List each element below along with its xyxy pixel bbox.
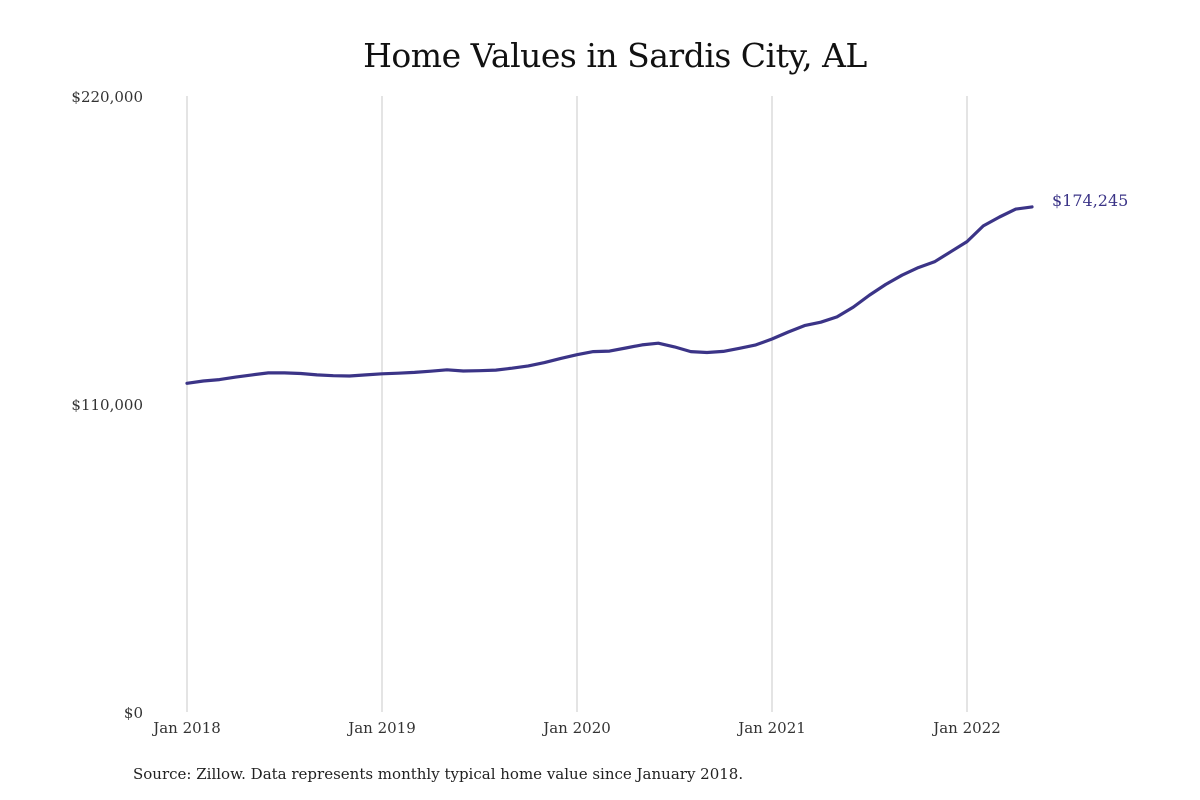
- chart-source-note: Source: Zillow. Data represents monthly …: [133, 765, 744, 783]
- grid-layer: [186, 96, 968, 712]
- x-tick-label: Jan 2022: [931, 719, 1001, 737]
- x-tick-label: Jan 2020: [541, 719, 611, 737]
- x-tick-label: Jan 2018: [151, 719, 221, 737]
- series-layer: [185, 205, 1034, 385]
- x-tick-label: Jan 2019: [346, 719, 416, 737]
- y-tick-label: $220,000: [71, 88, 143, 106]
- tick-layer: Jan 2018 Jan 2019 Jan 2020 Jan 2021 Jan 2022…: [71, 88, 1000, 737]
- y-tick-label: $110,000: [71, 396, 143, 414]
- label-layer: $174,245: [1052, 191, 1128, 210]
- chart-title: Home Values in Sardis City, AL: [363, 36, 867, 75]
- x-tick-label: Jan 2021: [736, 719, 806, 737]
- y-tick-label: $0: [124, 704, 143, 722]
- series-line: [185, 205, 1034, 385]
- end-value-label: $174,245: [1052, 191, 1128, 210]
